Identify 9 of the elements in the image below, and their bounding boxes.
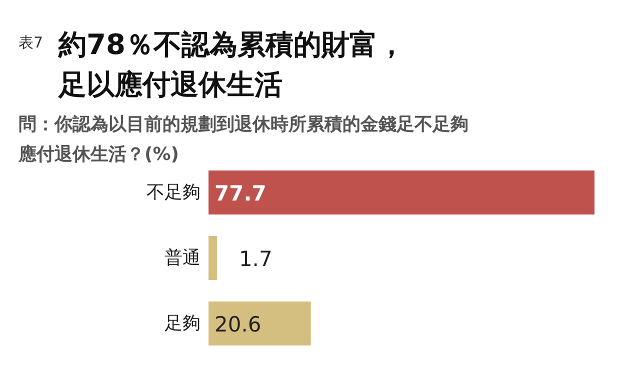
text: 表7 — [18, 34, 44, 52]
y-tick-label: 普通 — [164, 248, 200, 268]
y-tick-label: 足夠 — [164, 313, 200, 334]
data-label: 77.7 — [214, 182, 266, 206]
chart-subtitle: 問：你認為以目前的規劃到退休時所累積的金錢足不足夠應付退休生活？(%) — [18, 114, 468, 165]
data-label: 1.7 — [238, 247, 272, 271]
y-tick-label: 不足夠 — [146, 182, 200, 203]
chart-title: 約78％不認為累積的財富，足以應付退休生活 — [58, 28, 406, 101]
data-label: 20.6 — [214, 312, 262, 336]
